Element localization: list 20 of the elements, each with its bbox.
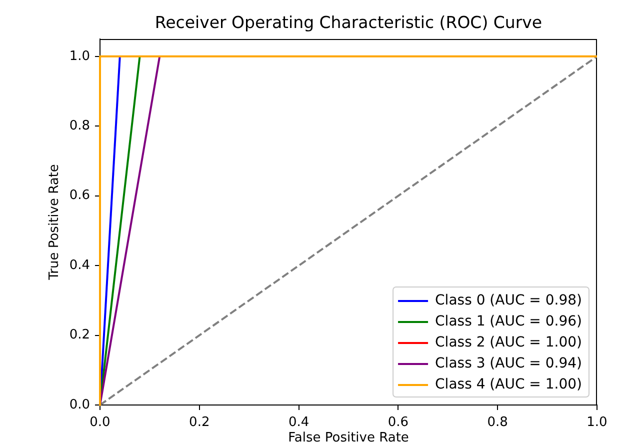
x-tick-label: 0.0 xyxy=(90,415,110,430)
y-tick-label: 0.8 xyxy=(69,118,90,134)
x-tick-label: 0.4 xyxy=(288,415,310,430)
legend-label: Class 4 (AUC = 1.00) xyxy=(435,376,582,393)
y-tick-label: 0.4 xyxy=(69,258,90,273)
x-tick-label: 0.8 xyxy=(487,415,508,430)
legend-label: Class 3 (AUC = 0.94) xyxy=(435,356,582,372)
legend-label: Class 0 (AUC = 0.98) xyxy=(435,292,582,309)
x-tick-label: 0.6 xyxy=(388,415,409,430)
y-tick-label: 0.0 xyxy=(69,397,90,412)
chart-title: Receiver Operating Characteristic (ROC) Curve xyxy=(154,13,542,32)
x-axis-title: False Positive Rate xyxy=(288,430,409,446)
y-tick-label: 0.6 xyxy=(69,188,90,204)
y-tick-label: 1.0 xyxy=(69,48,90,64)
y-tick-label: 0.2 xyxy=(69,328,90,343)
x-tick-label: 1.0 xyxy=(586,415,608,430)
legend-label: Class 1 (AUC = 0.96) xyxy=(435,314,582,330)
legend-label: Class 2 (AUC = 1.00) xyxy=(435,334,582,351)
y-axis-title: True Positive Rate xyxy=(47,164,62,281)
x-tick-label: 0.2 xyxy=(189,415,210,430)
